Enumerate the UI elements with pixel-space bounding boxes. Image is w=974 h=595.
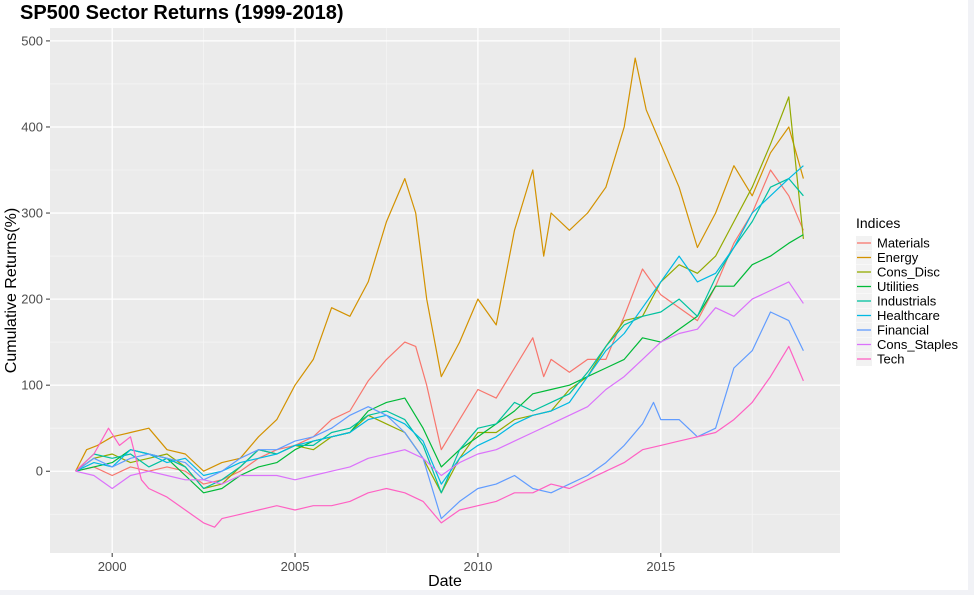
y-tick-label: 300 <box>21 206 43 221</box>
series-line-tech <box>75 345 804 528</box>
legend-label-utilities: Utilities <box>877 279 919 294</box>
x-axis-ticks: 2000 2005 2010 2015 <box>98 553 675 574</box>
series-line-utilities <box>75 234 804 494</box>
series-line-energy <box>75 57 804 472</box>
x-axis-label: Date <box>428 573 462 590</box>
series-line-materials <box>75 169 804 485</box>
series-line-financial <box>75 311 804 520</box>
y-tick-label: 200 <box>21 292 43 307</box>
legend-label-healthcare: Healthcare <box>877 308 940 323</box>
x-tick-label: 2000 <box>98 559 127 574</box>
y-axis-label: Cumulative Returns(%) <box>3 208 20 373</box>
x-tick-label: 2010 <box>463 559 492 574</box>
legend: Indices MaterialsEnergyCons_DiscUtilitie… <box>856 215 958 367</box>
x-tick-label: 2015 <box>646 559 675 574</box>
series-lines <box>75 57 804 528</box>
legend-label-tech: Tech <box>877 352 904 367</box>
series-line-healthcare <box>75 165 804 485</box>
legend-label-cons-disc: Cons_Disc <box>877 265 940 280</box>
legend-label-materials: Materials <box>877 236 930 251</box>
plot-panel <box>50 28 840 553</box>
series-line-cons-staples <box>75 281 804 490</box>
y-tick-label: 500 <box>21 33 43 48</box>
x-tick-label: 2005 <box>281 559 310 574</box>
legend-label-cons-staples: Cons_Staples <box>877 337 958 352</box>
y-tick-label: 400 <box>21 119 43 134</box>
minor-gridlines <box>50 28 840 553</box>
series-line-industrials <box>75 178 804 494</box>
y-axis-ticks: 0 100 200 300 400 500 <box>21 33 50 479</box>
legend-label-energy: Energy <box>877 250 919 265</box>
chart-title: SP500 Sector Returns (1999-2018) <box>20 2 344 24</box>
y-tick-label: 0 <box>36 464 43 479</box>
legend-label-industrials: Industrials <box>877 294 937 309</box>
legend-title: Indices <box>856 215 900 231</box>
legend-items: MaterialsEnergyCons_DiscUtilitiesIndustr… <box>856 236 958 367</box>
y-tick-label: 100 <box>21 378 43 393</box>
legend-label-financial: Financial <box>877 323 929 338</box>
